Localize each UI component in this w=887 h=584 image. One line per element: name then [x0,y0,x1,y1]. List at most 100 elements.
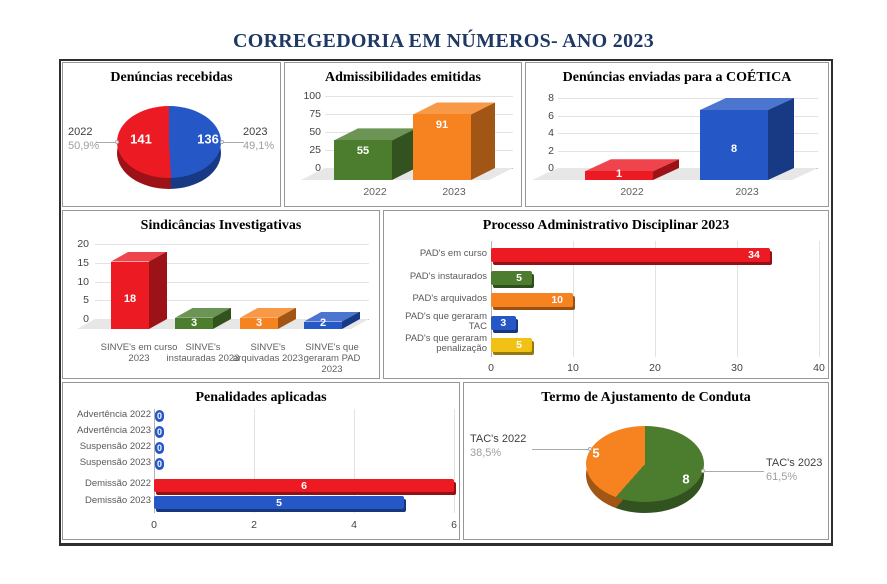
bar-4 [154,478,454,492]
row-label-0: PAD's em curso [419,248,487,259]
gridline [655,241,656,357]
pie-slice-value-0: 141 [130,131,152,147]
gridline [95,262,369,264]
y-tick-label: 100 [303,90,321,102]
gridline [558,98,818,99]
x-tick-label: 0 [488,362,494,374]
row-label-2: Suspensão 2022 [79,441,151,452]
bar-value-0: 34 [748,249,760,261]
x-category-label-0: SINVE's em curso 2023 [100,342,178,364]
row-label-2: PAD's arquivados [412,293,487,304]
chart-title-denuncias-recebidas: Denúncias recebidas [110,70,233,85]
pie-top [117,106,221,178]
pie-slice-value-1: 8 [682,471,690,487]
y-tick-label: 8 [548,92,554,104]
bar-value-1: 8 [730,142,738,155]
bar-top-0 [585,159,679,172]
bar-1 [413,114,471,180]
row-label-0: Advertência 2022 [77,409,151,420]
panel-tac: Termo de Ajustamento de Conduta TAC's 20… [463,382,829,540]
x-tick-label: 2 [251,519,257,531]
x-tick-label: 40 [813,362,825,374]
bar-side-1 [768,98,794,180]
row-label-1: Advertência 2023 [77,425,151,436]
y-tick-label: 5 [83,294,89,307]
bar-zero-3: 0 [155,458,164,470]
column-chart-denuncias-coetica: 0 2 4 6 8 1 2022 8 2023 [526,63,828,206]
bar-3 [304,321,342,329]
panel-sindicancias: Sindicâncias Investigativas 0 5 10 15 20 18 SI… [62,210,380,379]
bar-top-0 [111,251,167,262]
gridline [95,281,369,283]
bar-top-2 [240,307,296,318]
pie-slice-label-1: TAC's 2023 [766,457,823,469]
column-chart-admissibilidades: 0 25 50 75 100 55 2022 91 2023 [285,63,521,206]
gridline [558,150,818,152]
panel-denuncias-coetica: Denúncias enviadas para a COÉTICA 0 2 4 6 8 1… [525,62,829,207]
bar-4 [491,338,532,352]
leader-line-0 [532,449,591,450]
chart-title-sindicancias: Sindicâncias Investigativas [140,218,302,233]
pie-slice-pct-1: 49,1% [243,139,275,152]
pie-slice-label-0: 2022 [68,126,93,138]
x-category-label-2: SINVE's arquivadas 2023 [232,342,304,364]
bar-1 [700,110,768,180]
bar-2 [240,317,278,329]
bar-side-0 [149,251,167,329]
row-label-4: PAD's que geraram penalização [405,333,487,355]
row-label-5: Demissão 2023 [84,495,151,506]
bar-value-3: 3 [500,316,507,329]
gridline [154,409,155,513]
y-tick-label: 50 [309,126,321,138]
bar-1 [491,270,532,285]
hbar-chart-penalidades: 0 2 4 6 Advertência 2022 0 Advertência 2023 0 Su… [63,383,459,539]
x-tick-label: 30 [731,362,743,374]
panel-admissibilidades: Admissibilidades emitidas 0 25 50 75 100 55 20… [284,62,522,207]
gridline [558,115,818,117]
bar-value-0: 55 [356,145,370,158]
row-label-3: Suspensão 2023 [79,457,151,468]
pie-chart-denuncias-recebidas: 2022 50,9% 2023 49,1% 141 136 [63,63,280,206]
pie-label-block-1: 2023 49,1% [243,126,279,154]
y-tick-label: 0 [83,313,89,325]
x-category-label-1: 2023 [442,186,466,198]
bar-top-1 [700,98,794,110]
bar-5 [154,495,404,509]
x-tick-label: 10 [567,362,579,374]
x-tick-label: 4 [351,519,357,531]
gridline [254,409,255,513]
bar-value-0: 1 [615,168,623,180]
y-tick-label: 2 [548,144,554,157]
pie-chart-tac: TAC's 2022 38,5% TAC's 2023 61,5% 5 8 [464,383,828,539]
pie-slice-pct-0: 38,5% [470,446,502,459]
gridline [819,241,820,357]
bar-side-1 [471,102,495,180]
bar-zero-2: 0 [155,442,164,454]
leader-dot-1 [701,469,705,473]
bar-value-5: 5 [276,496,282,509]
bar-value-3: 2 [319,317,327,329]
chart-title-tac: Termo de Ajustamento de Conduta [541,390,751,405]
bar-zero-1: 0 [155,426,164,438]
leader-line-1 [705,471,764,472]
y-tick-label: 25 [309,144,321,156]
pie-slice-label-1: 2023 [243,126,268,138]
pie-slice-value-1: 136 [197,131,219,147]
row-label-4: Demissão 2022 [84,478,151,489]
chart-title-pad-2023: Processo Administrativo Disciplinar 2023 [482,218,730,233]
bar-top-1 [175,307,231,318]
pie-label-block-1: TAC's 2023 61,5% [766,457,828,485]
pie-label-block-0: 2022 50,9% [68,126,106,154]
chart-title-denuncias-coetica: Denúncias enviadas para a COÉTICA [562,70,792,85]
bar-top-0 [334,128,416,141]
bar-top-1 [413,102,495,115]
leader-dot-1 [220,140,224,144]
pie-label-block-0: TAC's 2022 38,5% [470,433,530,461]
panel-pad-2023: Processo Administrativo Disciplinar 2023… [383,210,829,379]
bar-value-2: 10 [551,294,563,306]
bar-0 [111,261,149,329]
y-tick-label: 0 [548,162,554,174]
gridline [354,409,355,513]
bar-1 [175,317,213,329]
